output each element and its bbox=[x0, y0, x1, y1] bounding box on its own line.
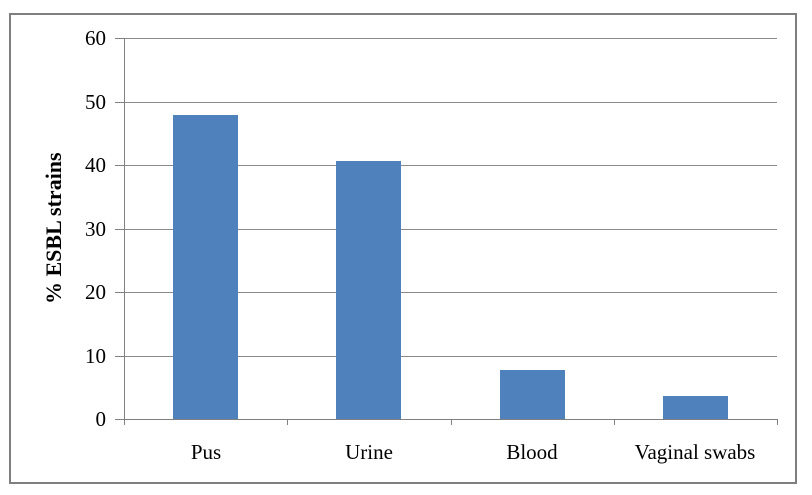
y-axis-tick bbox=[115, 229, 124, 230]
y-axis-tick bbox=[115, 102, 124, 103]
x-category-label: Urine bbox=[345, 440, 393, 464]
y-axis-tick bbox=[115, 292, 124, 293]
x-category-label: Pus bbox=[190, 440, 222, 464]
y-tick-label: 20 bbox=[85, 280, 106, 304]
x-axis-tick bbox=[614, 419, 615, 425]
y-tick-label: 60 bbox=[85, 26, 106, 50]
bar-blood bbox=[500, 370, 565, 419]
x-axis-tick bbox=[124, 419, 125, 425]
y-axis-tick bbox=[115, 356, 124, 357]
gridline bbox=[124, 38, 777, 39]
x-axis-tick bbox=[451, 419, 452, 425]
gridline bbox=[124, 229, 777, 230]
y-tick-label: 50 bbox=[85, 90, 106, 114]
gridline bbox=[124, 356, 777, 357]
y-tick-label: 30 bbox=[85, 217, 106, 241]
chart-frame: % ESBL strains 0 10 20 30 40 50 60 Pus Urine Bloo… bbox=[9, 13, 797, 484]
y-tick-label: 10 bbox=[85, 344, 106, 368]
y-axis-tick bbox=[115, 419, 124, 420]
y-tick-label: 0 bbox=[95, 407, 107, 431]
y-axis-tick bbox=[115, 165, 124, 166]
x-category-label: Vaginal swabs bbox=[634, 440, 756, 464]
y-tick-label: 40 bbox=[85, 153, 106, 177]
bar-pus bbox=[173, 115, 238, 419]
y-axis-line bbox=[124, 38, 125, 419]
gridline bbox=[124, 292, 777, 293]
y-axis-tick bbox=[115, 38, 124, 39]
x-axis-tick bbox=[777, 419, 778, 425]
gridline bbox=[124, 165, 777, 166]
x-category-label: Blood bbox=[506, 440, 558, 464]
gridline bbox=[124, 102, 777, 103]
bar-urine bbox=[336, 161, 401, 419]
x-axis-tick bbox=[287, 419, 288, 425]
bar-vaginal-swabs bbox=[663, 396, 728, 419]
